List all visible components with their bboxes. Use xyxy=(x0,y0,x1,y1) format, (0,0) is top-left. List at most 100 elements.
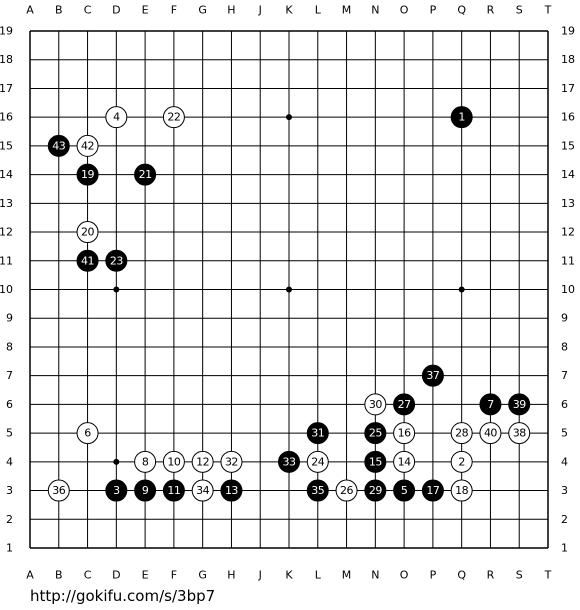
move-number: 7 xyxy=(487,398,494,411)
stone: 26 xyxy=(335,479,358,502)
move-number: 10 xyxy=(167,455,180,468)
column-label: A xyxy=(26,569,34,582)
move-number: 9 xyxy=(142,484,149,497)
stone: 9 xyxy=(134,479,157,502)
column-label: F xyxy=(171,569,177,582)
move-number: 38 xyxy=(513,427,526,440)
stone: 39 xyxy=(508,393,531,416)
column-label: S xyxy=(516,4,523,17)
row-label: 1 xyxy=(6,542,13,555)
black-stone xyxy=(508,393,531,416)
black-stone xyxy=(393,479,416,502)
stone: 28 xyxy=(450,422,473,445)
stone: 27 xyxy=(393,393,416,416)
move-number: 32 xyxy=(225,455,238,468)
column-label: O xyxy=(400,569,409,582)
move-number: 12 xyxy=(196,455,209,468)
move-number: 43 xyxy=(52,139,65,152)
move-number: 5 xyxy=(401,484,408,497)
row-label: 17 xyxy=(0,82,13,95)
black-stone xyxy=(364,450,387,473)
move-number: 35 xyxy=(311,484,324,497)
black-stone xyxy=(134,163,157,186)
white-stone xyxy=(393,450,416,473)
row-label: 12 xyxy=(0,226,13,239)
row-label: 5 xyxy=(561,427,568,440)
column-label: Q xyxy=(457,4,466,17)
stone: 24 xyxy=(306,450,329,473)
column-label: J xyxy=(258,569,262,582)
stone: 8 xyxy=(134,450,157,473)
column-label: D xyxy=(112,569,120,582)
stone: 10 xyxy=(162,450,185,473)
move-number: 16 xyxy=(398,427,411,440)
black-stone xyxy=(47,134,70,157)
row-label: 10 xyxy=(0,283,13,296)
column-label: C xyxy=(84,569,92,582)
stone: 3 xyxy=(105,479,128,502)
stone: 35 xyxy=(306,479,329,502)
white-stone xyxy=(479,422,502,445)
stone: 2 xyxy=(450,450,473,473)
stone: 13 xyxy=(220,479,243,502)
move-number: 34 xyxy=(196,484,209,497)
white-stone xyxy=(76,134,99,157)
black-stone xyxy=(105,249,128,272)
white-stone xyxy=(47,479,70,502)
row-label: 9 xyxy=(561,312,568,325)
row-label: 5 xyxy=(6,427,13,440)
move-number: 8 xyxy=(142,455,149,468)
column-label: E xyxy=(142,4,149,17)
column-label: O xyxy=(400,4,409,17)
stone: 41 xyxy=(76,249,99,272)
stone: 34 xyxy=(191,479,214,502)
stone: 16 xyxy=(393,422,416,445)
stone: 14 xyxy=(393,450,416,473)
black-stone xyxy=(364,422,387,445)
row-label: 1 xyxy=(561,542,568,555)
row-label: 15 xyxy=(0,139,13,152)
move-number: 23 xyxy=(110,254,123,267)
column-label: R xyxy=(487,4,495,17)
stone: 37 xyxy=(421,364,444,387)
stone: 20 xyxy=(76,221,99,244)
stone: 30 xyxy=(364,393,387,416)
stone: 18 xyxy=(450,479,473,502)
move-number: 25 xyxy=(369,427,382,440)
move-number: 24 xyxy=(311,455,324,468)
column-label: B xyxy=(55,4,63,17)
column-label: D xyxy=(112,4,120,17)
source-url: http://gokifu.com/s/3bp7 xyxy=(30,587,215,605)
black-stone xyxy=(393,393,416,416)
stone: 32 xyxy=(220,450,243,473)
move-number: 15 xyxy=(369,455,382,468)
star-point xyxy=(113,286,120,293)
column-label: K xyxy=(285,4,293,17)
white-stone xyxy=(191,479,214,502)
move-number: 13 xyxy=(225,484,238,497)
stone: 1 xyxy=(450,106,473,129)
black-stone xyxy=(76,163,99,186)
column-label: A xyxy=(26,4,34,17)
column-label: J xyxy=(258,4,262,17)
column-label: N xyxy=(371,4,379,17)
move-number: 14 xyxy=(398,455,411,468)
black-stone xyxy=(76,249,99,272)
stone: 29 xyxy=(364,479,387,502)
stone: 33 xyxy=(278,450,300,473)
white-stone xyxy=(450,450,473,473)
stone: 6 xyxy=(76,422,99,445)
stone: 19 xyxy=(76,163,99,186)
black-stone xyxy=(421,364,444,387)
stone: 22 xyxy=(162,106,185,129)
move-number: 41 xyxy=(81,254,94,267)
move-number: 19 xyxy=(81,168,94,181)
white-stone xyxy=(508,422,531,445)
move-number: 1 xyxy=(458,111,465,124)
column-label: R xyxy=(487,569,495,582)
row-label: 16 xyxy=(0,111,13,124)
move-number: 27 xyxy=(398,398,411,411)
row-label: 7 xyxy=(561,369,568,382)
